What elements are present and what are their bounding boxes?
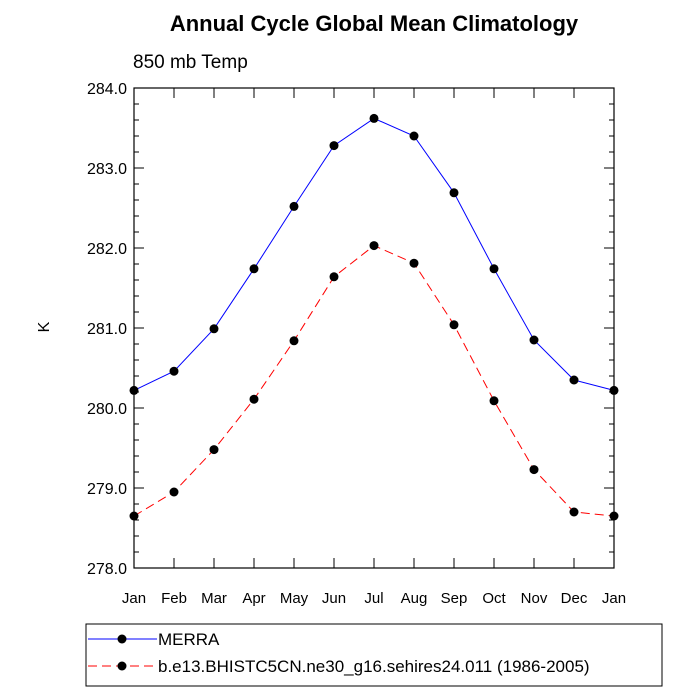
data-point [569,375,579,385]
x-tick-label: Jul [364,590,383,607]
x-tick-label: Dec [561,590,588,607]
data-point [209,445,219,455]
y-tick-label: 279.0 [87,481,127,498]
series-layer [129,113,619,521]
legend: MERRA b.e13.BHISTC5CN.ne30_g16.sehires24.… [88,630,590,676]
x-tick-labels: Jan Feb Mar Apr May Jun Jul Aug Sep Oct Nov Dec Jan [122,590,626,607]
legend-marker [117,661,127,671]
data-point [289,201,299,211]
data-point [409,258,419,268]
x-tick-label: Jun [322,590,346,607]
data-point [329,141,339,151]
x-tick-label: Apr [242,590,265,607]
plot-frame [133,87,615,569]
data-point [569,507,579,517]
data-point [249,394,259,404]
data-point [449,188,459,198]
data-point [449,320,459,330]
data-point [169,487,179,497]
data-point [289,336,299,346]
x-tick-label: Nov [521,590,548,607]
x-tick-label: Jan [602,590,626,607]
data-point [609,385,619,395]
data-point [209,324,219,334]
x-tick-label: Jan [122,590,146,607]
axis-ticks [133,87,615,569]
legend-label: MERRA [158,630,220,649]
chart-subtitle: 850 mb Temp [133,52,248,73]
data-point [249,264,259,274]
data-point [129,385,139,395]
legend-label: b.e13.BHISTC5CN.ne30_g16.sehires24.011 (… [158,657,590,676]
data-point [369,241,379,251]
data-point [369,113,379,123]
data-point [489,396,499,406]
y-tick-label: 281.0 [87,321,127,338]
y-tick-label: 282.0 [87,241,127,258]
y-axis-label: K [36,321,53,332]
data-point [169,366,179,376]
data-point [329,272,339,282]
x-tick-label: Mar [201,590,227,607]
data-point [529,465,539,475]
data-point [129,511,139,521]
y-tick-label: 278.0 [87,561,127,578]
x-tick-label: Feb [161,590,187,607]
y-tick-label: 280.0 [87,401,127,418]
data-point [409,131,419,141]
series-line [133,245,615,517]
legend-marker [117,634,127,644]
x-tick-label: Sep [441,590,468,607]
y-tick-label: 284.0 [87,81,127,98]
data-point [529,335,539,345]
series-line [133,117,615,391]
x-tick-label: Aug [401,590,428,607]
data-point [609,511,619,521]
x-tick-label: May [280,590,309,607]
x-tick-label: Oct [482,590,506,607]
y-tick-label: 283.0 [87,161,127,178]
y-tick-labels: 278.0 279.0 280.0 281.0 282.0 283.0 284.0 [87,81,127,578]
chart-title: Annual Cycle Global Mean Climatology [170,11,579,36]
legend-box [85,623,663,687]
data-point [489,264,499,274]
